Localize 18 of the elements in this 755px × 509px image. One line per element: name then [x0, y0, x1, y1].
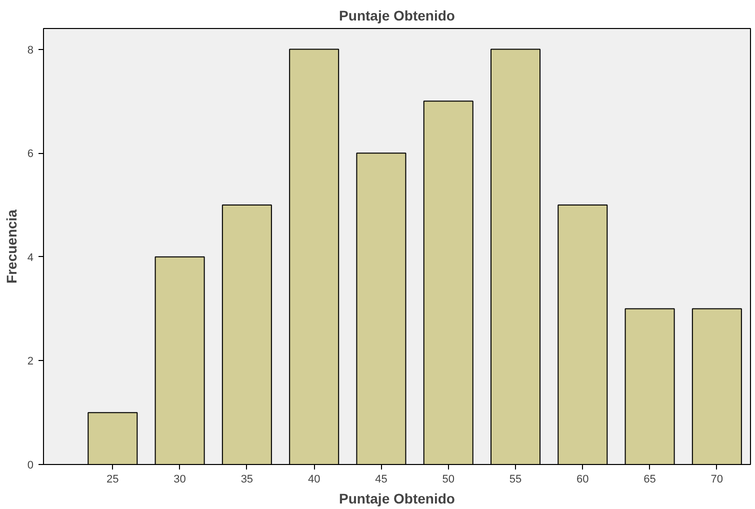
x-tick-label: 70 [710, 474, 724, 486]
y-axis-title: Frecuencia [3, 209, 20, 284]
x-tick-label: 45 [375, 474, 388, 486]
x-tick-label: 60 [576, 474, 589, 486]
x-tick-label: 50 [442, 474, 454, 486]
y-tick-label: 0 [27, 460, 34, 472]
y-tick-label: 2 [27, 356, 34, 368]
x-tick-label: 55 [509, 474, 522, 486]
x-axis-title: Puntaje Obtenido [339, 490, 455, 506]
x-tick-label: 35 [240, 474, 254, 486]
x-tick-label: 30 [174, 474, 186, 486]
x-tick-label: 65 [644, 474, 656, 486]
chart-title: Puntaje Obtenido [339, 8, 455, 24]
x-tick-label: 40 [308, 474, 320, 486]
y-tick-label: 4 [27, 252, 34, 264]
y-tick-label: 6 [27, 148, 34, 160]
y-tick-label: 8 [27, 44, 34, 56]
x-tick-label: 25 [106, 474, 119, 486]
